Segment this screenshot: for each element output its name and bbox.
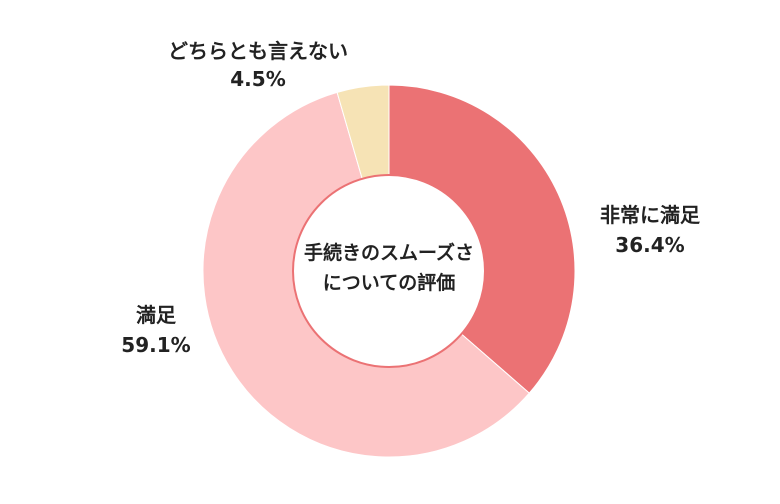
chart-title-line-1: 手続きのスムーズさ <box>303 242 475 264</box>
slice-label-3: どちらとも言えない <box>168 39 348 63</box>
slice-value-label-2: 59.1% <box>121 333 190 357</box>
chart-title: 手続きのスムーズさ についての評価 <box>300 238 478 298</box>
slice-value-label-3: 4.5% <box>230 67 285 91</box>
slice-label-2: 満足 <box>136 303 177 327</box>
donut-hole <box>302 184 476 358</box>
inner-ring <box>292 174 486 368</box>
slice-label-1: 非常に満足 <box>600 203 701 227</box>
slice-value-label-1: 36.4% <box>615 233 684 257</box>
labels-group: 非常に満足 36.4% 満足 59.1% どちらとも言えない 4.5% <box>121 39 701 357</box>
slices-group <box>202 84 576 458</box>
chart-title-line-2: についての評価 <box>322 272 456 294</box>
